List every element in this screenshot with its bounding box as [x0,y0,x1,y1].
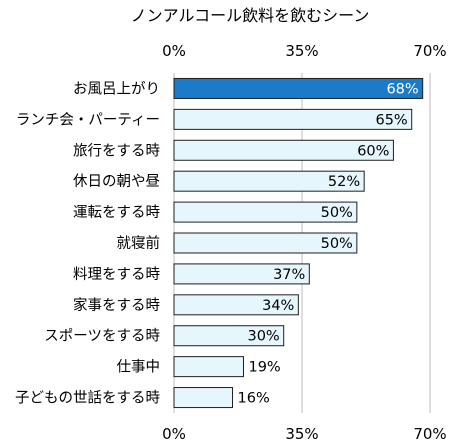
top-tick-labels: 0% 35% 70% [162,42,447,60]
bottom-tick-label: 35% [285,425,318,442]
bar [173,170,365,192]
bar [173,387,234,409]
value-label: 50% [321,205,353,221]
value-label: 34% [262,298,294,314]
bottom-tick-label: 0% [162,425,186,442]
bar [173,294,299,316]
bar [173,325,285,347]
category-label: 運転をする時 [73,204,160,221]
top-tick-label: 70% [413,42,446,60]
value-label: 60% [357,143,389,159]
value-label: 37% [273,267,305,283]
bar [173,108,413,130]
bar [173,356,244,378]
category-label: 仕事中 [117,359,161,376]
bar [173,232,358,254]
value-label: 16% [238,391,270,407]
category-label: 子どもの世話をする時 [15,390,160,407]
value-label: 19% [248,360,280,376]
category-label: お風呂上がり [73,80,160,97]
value-label: 30% [247,329,279,345]
bar [173,77,424,99]
category-label: 料理をする時 [73,266,160,283]
category-label: 家事をする時 [73,297,160,314]
bars: お風呂上がり 68% ランチ会・パーティー 65% 旅行をする時 60% 休日の朝や昼 52%… [15,77,424,409]
bar [173,263,310,285]
bottom-tick-labels: 0% 35% 70% [162,425,447,442]
category-label: ランチ会・パーティー [16,111,160,128]
category-label: スポーツをする時 [44,328,160,345]
top-tick-label: 0% [162,42,186,60]
value-label: 50% [321,236,353,252]
category-label: 旅行をする時 [73,142,160,159]
top-tick-label: 35% [285,42,318,60]
category-label: 就寝前 [117,234,161,252]
value-label: 52% [328,174,360,190]
bar [173,201,358,223]
bar [173,139,394,161]
bottom-tick-label: 70% [413,425,446,442]
value-label: 68% [386,81,418,97]
value-label: 65% [375,112,407,128]
category-label: 休日の朝や昼 [73,173,160,190]
chart-title: ノンアルコール飲料を飲むシーン [131,6,370,25]
